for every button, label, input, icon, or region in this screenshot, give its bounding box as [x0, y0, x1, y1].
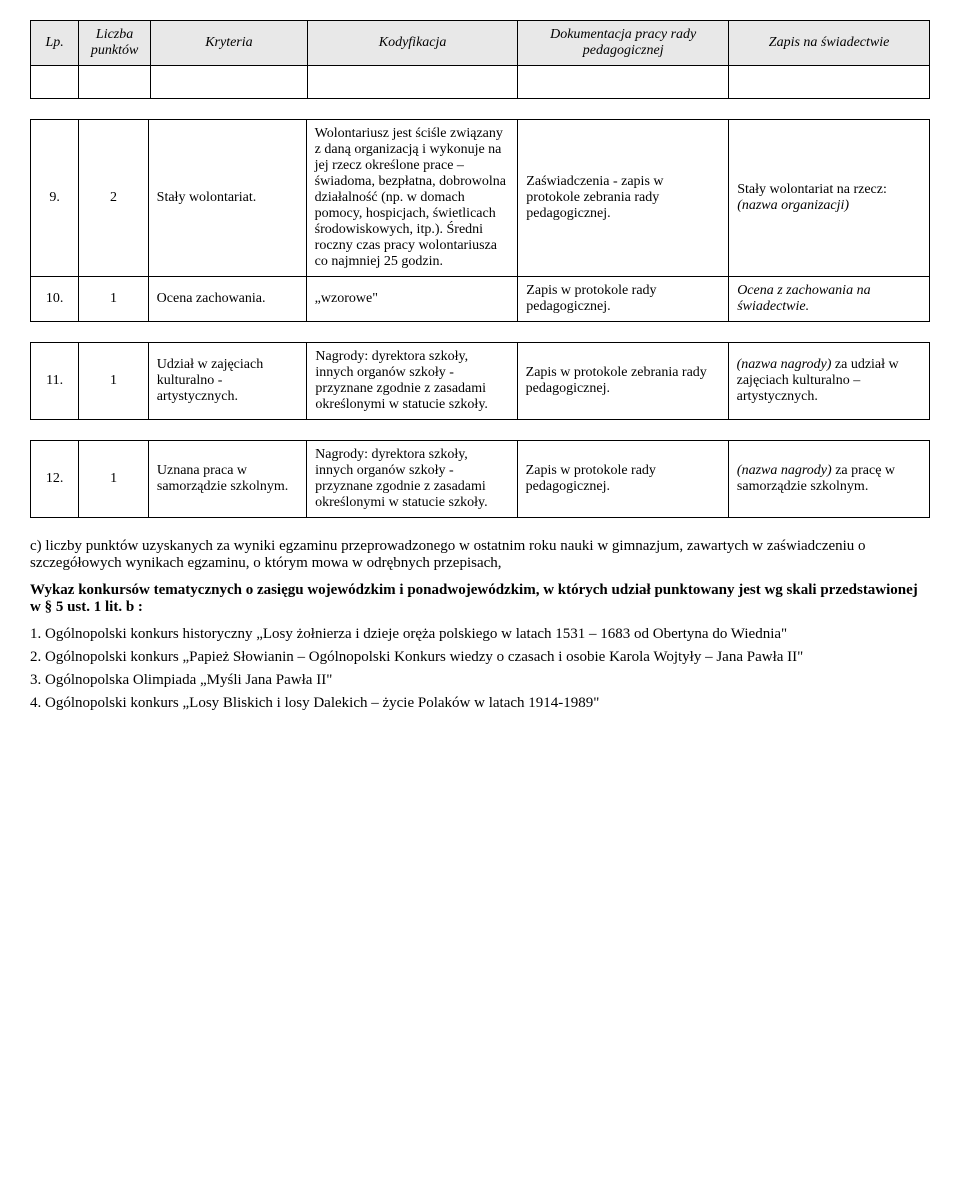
heading-wykaz: Wykaz konkursów tematycznych o zasięgu w…: [30, 582, 930, 616]
list-item: 3. Ogólnopolska Olimpiada „Myśli Jana Pa…: [30, 672, 930, 689]
cell-kodyfikacja: Nagrody: dyrektora szkoły, innych organó…: [307, 441, 518, 518]
table-row: 10. 1 Ocena zachowania. „wzorowe" Zapis …: [31, 277, 930, 322]
cell-zapis: (nazwa nagrody) za pracę w samorządzie s…: [728, 441, 929, 518]
zapis-italic: Ocena z zachowania na świadectwie.: [737, 283, 870, 314]
list-item: 2. Ogólnopolski konkurs „Papież Słowiani…: [30, 649, 930, 666]
cell-punkty: 1: [79, 343, 149, 420]
cell-kodyfikacja: Wolontariusz jest ściśle związany z daną…: [306, 120, 518, 277]
cell-dokumentacja: Zapis w protokole rady pedagogicznej.: [517, 441, 728, 518]
cell-zapis: (nazwa nagrody) za udział w zajęciach ku…: [728, 343, 929, 420]
list-item: 4. Ogólnopolski konkurs „Losy Bliskich i…: [30, 695, 930, 712]
zapis-italic: (nazwa organizacji): [737, 198, 849, 213]
zapis-pre: Stały wolontariat na rzecz:: [737, 182, 887, 197]
paragraph-c: c) liczby punktów uzyskanych za wyniki e…: [30, 538, 930, 572]
table-row: 9. 2 Stały wolontariat. Wolontariusz jes…: [31, 120, 930, 277]
cell-punkty: 2: [79, 120, 148, 277]
table-header-row: Lp. Liczba punktów Kryteria Kodyfikacja …: [31, 21, 930, 66]
list-item: 1. Ogólnopolski konkurs historyczny „Los…: [30, 626, 930, 643]
cell-zapis: Ocena z zachowania na świadectwie.: [729, 277, 930, 322]
cell-kodyfikacja: „wzorowe": [306, 277, 518, 322]
cell-kryteria: Ocena zachowania.: [148, 277, 306, 322]
cell-dokumentacja: Zapis w protokole zebrania rady pedagogi…: [517, 343, 728, 420]
cell-kodyfikacja: Nagrody: dyrektora szkoły, innych organó…: [307, 343, 517, 420]
col-lp: Lp.: [31, 21, 79, 66]
cell-lp: 10.: [31, 277, 79, 322]
col-punkty: Liczba punktów: [79, 21, 151, 66]
table-row: 11. 1 Udział w zajęciach kulturalno - ar…: [31, 343, 930, 420]
criteria-table-4: 12. 1 Uznana praca w samorządzie szkolny…: [30, 440, 930, 518]
zapis-italic: (nazwa nagrody): [737, 357, 832, 372]
zapis-italic: (nazwa nagrody): [737, 463, 832, 478]
cell-zapis: Stały wolontariat na rzecz: (nazwa organ…: [729, 120, 930, 277]
criteria-table-2: 9. 2 Stały wolontariat. Wolontariusz jes…: [30, 119, 930, 322]
cell-punkty: 1: [79, 441, 149, 518]
cell-lp: 12.: [31, 441, 79, 518]
cell-dokumentacja: Zapis w protokole rady pedagogicznej.: [518, 277, 729, 322]
col-dokumentacja: Dokumentacja pracy rady pedagogicznej: [518, 21, 729, 66]
cell-lp: 11.: [31, 343, 79, 420]
cell-dokumentacja: Zaświadczenia - zapis w protokole zebran…: [518, 120, 729, 277]
cell-kryteria: Uznana praca w samorządzie szkolnym.: [148, 441, 306, 518]
col-kryteria: Kryteria: [150, 21, 307, 66]
competition-list: 1. Ogólnopolski konkurs historyczny „Los…: [30, 626, 930, 712]
col-zapis: Zapis na świadectwie: [729, 21, 930, 66]
criteria-table-3: 11. 1 Udział w zajęciach kulturalno - ar…: [30, 342, 930, 420]
criteria-table-1: Lp. Liczba punktów Kryteria Kodyfikacja …: [30, 20, 930, 99]
table-row: 12. 1 Uznana praca w samorządzie szkolny…: [31, 441, 930, 518]
cell-kryteria: Stały wolontariat.: [148, 120, 306, 277]
cell-kryteria: Udział w zajęciach kulturalno - artystyc…: [148, 343, 307, 420]
cell-lp: 9.: [31, 120, 79, 277]
cell-punkty: 1: [79, 277, 148, 322]
spacer-row: [31, 66, 930, 99]
col-kodyfikacja: Kodyfikacja: [307, 21, 517, 66]
